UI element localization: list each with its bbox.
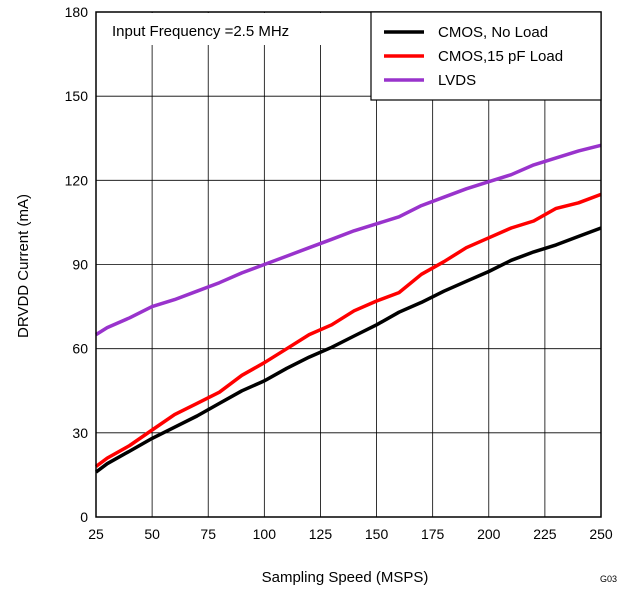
legend-label-lvds: LVDS xyxy=(438,72,476,89)
x-tick-label: 125 xyxy=(309,526,333,542)
x-tick-label: 225 xyxy=(533,526,557,542)
x-tick-label: 200 xyxy=(477,526,501,542)
annotation-text: Input Frequency =2.5 MHz xyxy=(112,23,289,40)
x-tick-label: 50 xyxy=(144,526,160,542)
y-axis-title: DRVDD Current (mA) xyxy=(15,194,32,338)
y-tick-label: 90 xyxy=(72,257,88,273)
series-lines xyxy=(94,143,602,474)
plot-area-frame xyxy=(95,11,602,518)
x-tick-label: 100 xyxy=(253,526,277,542)
y-tick-label: 60 xyxy=(72,341,88,357)
legend-label-cmos-no-load: CMOS, No Load xyxy=(438,24,548,41)
y-tick-label: 30 xyxy=(72,425,88,441)
legend-label-cmos-15pf-load: CMOS,15 pF Load xyxy=(438,48,563,65)
series-line-cmos-no-load xyxy=(94,226,602,474)
x-tick-label: 250 xyxy=(589,526,613,542)
annotation-background xyxy=(101,13,351,45)
series-line-cmos-15pf-load xyxy=(94,192,602,468)
y-tick-label: 120 xyxy=(65,172,89,188)
x-axis-title: Sampling Speed (MSPS) xyxy=(262,569,429,586)
x-tick-label: 150 xyxy=(365,526,389,542)
y-tick-label: 150 xyxy=(65,88,89,104)
y-tick-label: 0 xyxy=(80,509,88,525)
axis-ticks: 25 50 75 100 125 150 175 200 225 250 0 30 60 90 120 150… xyxy=(65,4,613,542)
legend: CMOS, No Load CMOS,15 pF Load LVDS xyxy=(370,11,602,101)
x-tick-label: 25 xyxy=(88,526,104,542)
figure-id: G03 xyxy=(600,574,617,584)
series-line-lvds xyxy=(95,143,602,337)
y-tick-label: 180 xyxy=(65,4,89,20)
x-tick-label: 75 xyxy=(200,526,216,542)
annotation-box: Input Frequency =2.5 MHz xyxy=(101,13,351,45)
x-tick-label: 175 xyxy=(421,526,445,542)
